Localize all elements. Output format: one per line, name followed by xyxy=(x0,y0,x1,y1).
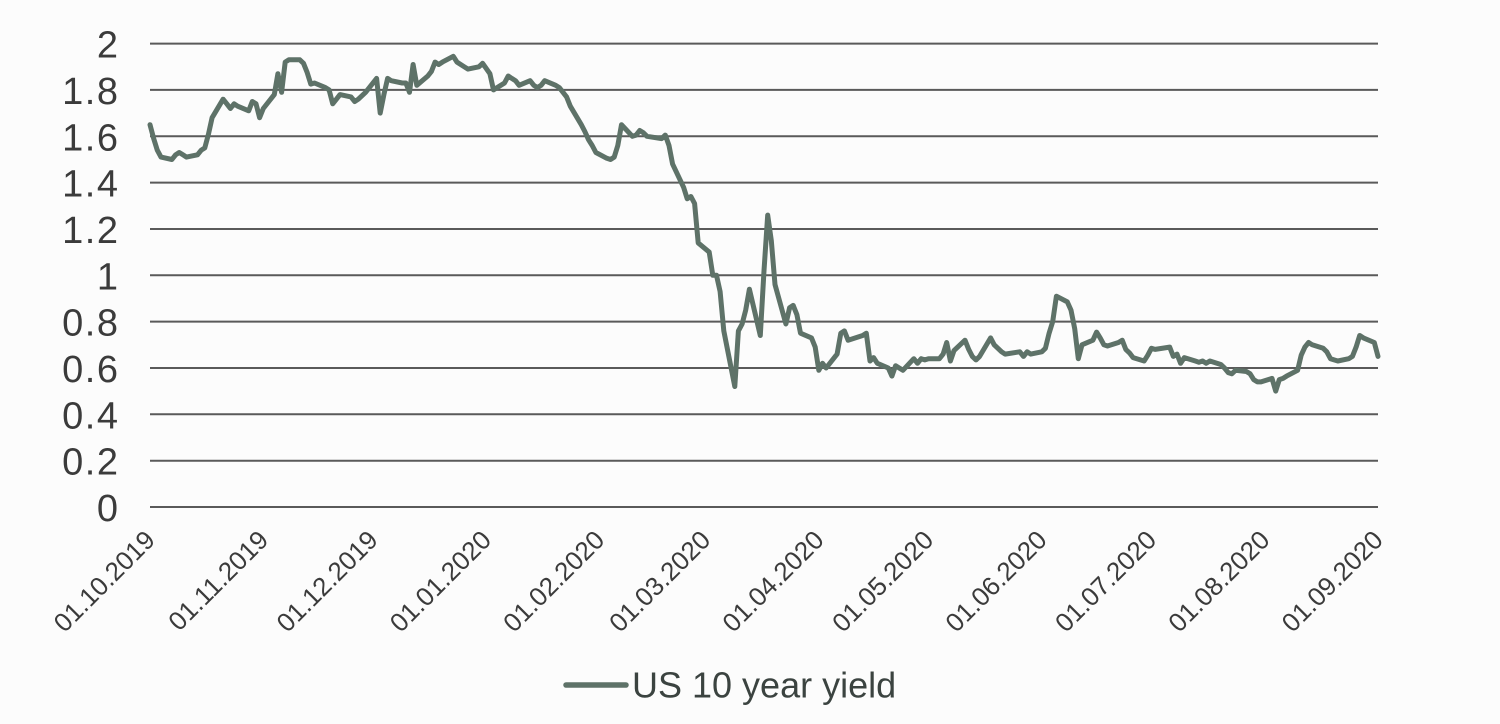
svg-text:01.08.2020: 01.08.2020 xyxy=(1162,525,1275,638)
svg-text:01.02.2020: 01.02.2020 xyxy=(497,525,610,638)
svg-text:01.10.2019: 01.10.2019 xyxy=(48,525,161,638)
svg-text:1: 1 xyxy=(97,256,120,298)
svg-text:US 10 year yield: US 10 year yield xyxy=(632,665,896,706)
svg-text:01.06.2020: 01.06.2020 xyxy=(939,525,1052,638)
svg-text:01.09.2020: 01.09.2020 xyxy=(1276,525,1389,638)
svg-text:01.11.2019: 01.11.2019 xyxy=(162,525,274,637)
svg-text:0.6: 0.6 xyxy=(62,349,119,391)
svg-text:2: 2 xyxy=(97,25,120,67)
svg-text:01.03.2020: 01.03.2020 xyxy=(603,525,716,638)
svg-text:01.12.2019: 01.12.2019 xyxy=(270,525,383,638)
svg-text:01.04.2020: 01.04.2020 xyxy=(716,525,829,638)
svg-text:0.8: 0.8 xyxy=(62,303,119,345)
svg-text:1.8: 1.8 xyxy=(62,71,119,113)
svg-text:01.07.2020: 01.07.2020 xyxy=(1049,525,1162,638)
svg-text:0.2: 0.2 xyxy=(62,442,119,484)
svg-text:01.01.2020: 01.01.2020 xyxy=(384,525,497,638)
svg-text:1.4: 1.4 xyxy=(62,164,119,206)
svg-text:0.4: 0.4 xyxy=(62,395,119,437)
svg-text:1.6: 1.6 xyxy=(62,117,119,159)
svg-text:01.05.2020: 01.05.2020 xyxy=(826,525,939,638)
svg-text:0: 0 xyxy=(97,488,120,530)
svg-text:1.2: 1.2 xyxy=(62,210,119,252)
